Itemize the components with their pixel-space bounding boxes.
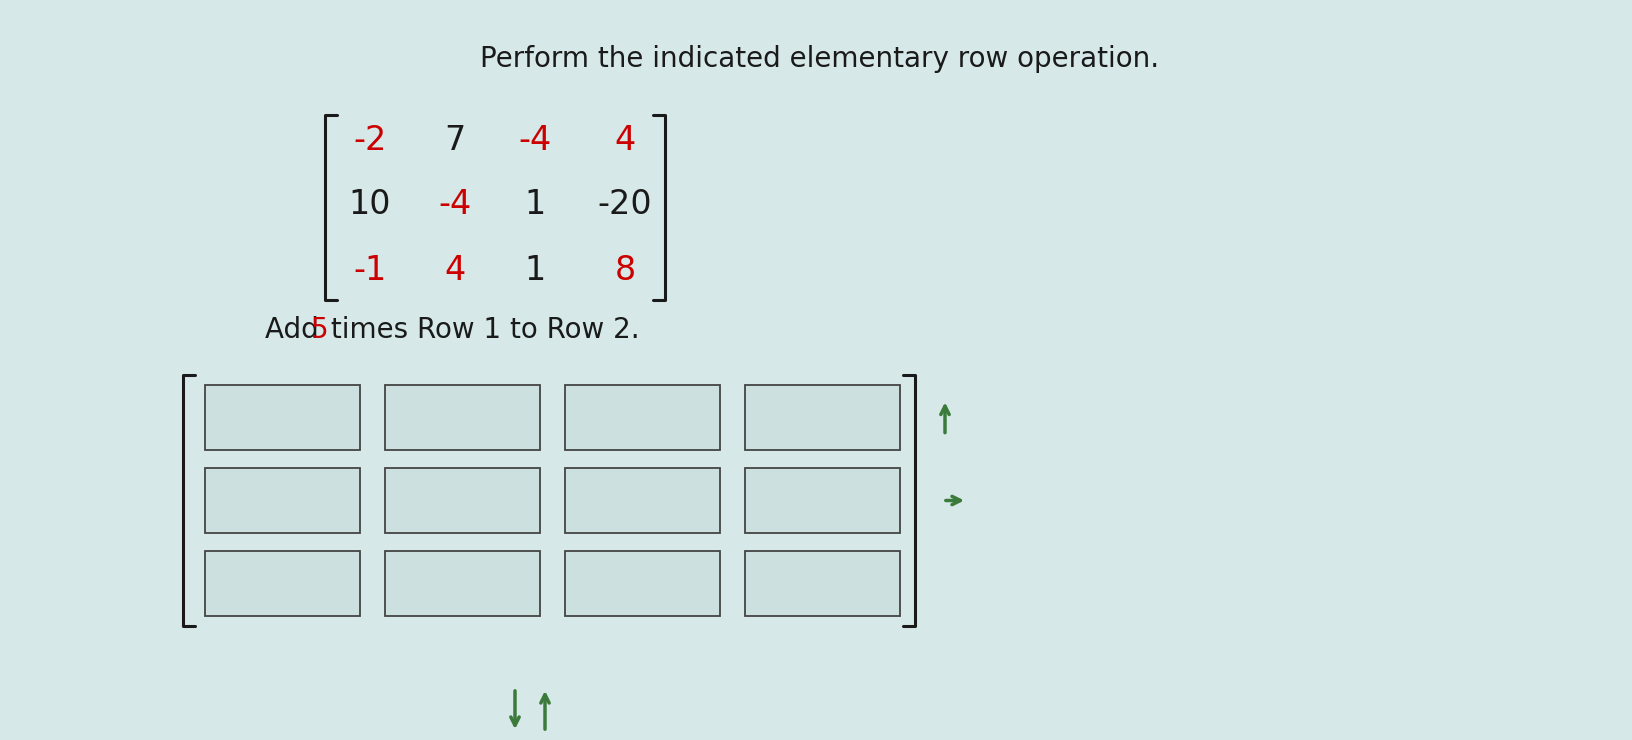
Text: 5: 5 <box>310 316 328 344</box>
Bar <box>206 551 359 616</box>
Bar <box>385 468 540 533</box>
Bar <box>385 551 540 616</box>
Text: 8: 8 <box>614 254 635 286</box>
Text: 7: 7 <box>444 124 465 156</box>
Text: -1: -1 <box>353 254 387 286</box>
Bar <box>385 385 540 450</box>
Text: -20: -20 <box>597 189 651 221</box>
Text: -4: -4 <box>437 189 472 221</box>
Bar <box>565 551 720 616</box>
Bar <box>565 468 720 533</box>
Text: 1: 1 <box>524 189 545 221</box>
Bar <box>206 385 359 450</box>
Text: 10: 10 <box>349 189 392 221</box>
Text: Perform the indicated elementary row operation.: Perform the indicated elementary row ope… <box>480 45 1159 73</box>
Bar <box>206 468 359 533</box>
Text: 4: 4 <box>444 254 465 286</box>
Text: Add: Add <box>264 316 328 344</box>
Bar <box>744 468 899 533</box>
Bar <box>565 385 720 450</box>
Text: times Row 1 to Row 2.: times Row 1 to Row 2. <box>322 316 640 344</box>
Bar <box>744 551 899 616</box>
Text: 4: 4 <box>614 124 635 156</box>
Text: 1: 1 <box>524 254 545 286</box>
Bar <box>744 385 899 450</box>
Text: -4: -4 <box>517 124 552 156</box>
Text: -2: -2 <box>353 124 387 156</box>
